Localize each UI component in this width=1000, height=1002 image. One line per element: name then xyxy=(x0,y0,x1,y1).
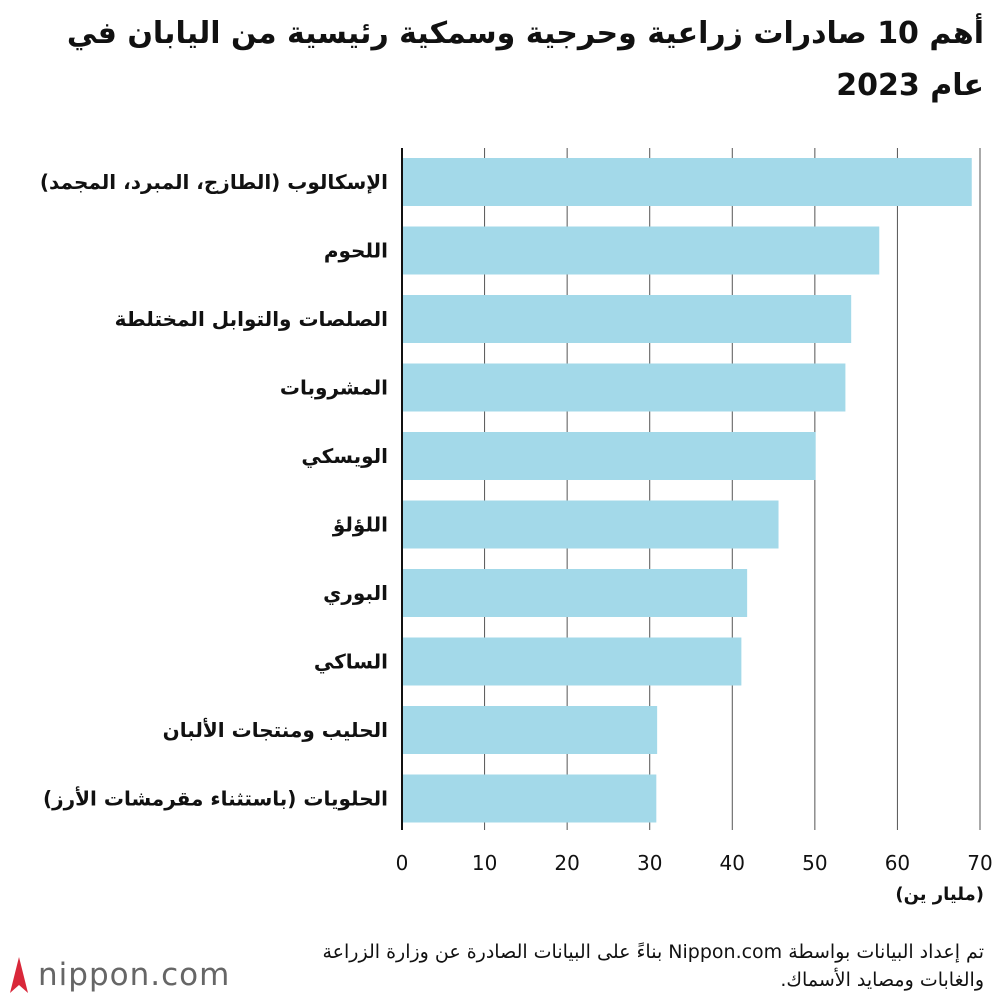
bar xyxy=(402,706,658,754)
category-label: الحلويات (باستثناء مقرمشات الأرز) xyxy=(43,786,388,811)
bar xyxy=(402,363,846,412)
x-tick-label: 70 xyxy=(967,851,992,875)
category-label: الصلصات والتوابل المختلطة xyxy=(115,307,388,331)
category-label: اللحوم xyxy=(324,239,388,263)
x-tick-label: 60 xyxy=(885,851,910,875)
source-note: تم إعداد البيانات بواسطة Nippon.com بناء… xyxy=(322,941,985,991)
category-label: الويسكي xyxy=(301,444,388,469)
bars xyxy=(402,158,972,823)
x-tick-label: 10 xyxy=(472,851,497,875)
bar xyxy=(402,295,852,343)
bar xyxy=(402,774,657,823)
category-label: الحليب ومنتجات الألبان xyxy=(163,717,388,742)
chart-title: أهم 10 صادرات زراعية وحرجية وسمكية رئيسي… xyxy=(66,16,984,103)
bar xyxy=(402,637,742,686)
category-labels: الإسكالوب (الطازج، المبرد، المجمد) اللحوم… xyxy=(40,170,388,811)
bar xyxy=(402,158,972,206)
x-tick-label: 20 xyxy=(554,851,579,875)
category-label: الساكي xyxy=(314,650,388,675)
bar xyxy=(402,226,880,275)
category-label: المشروبات xyxy=(280,376,388,400)
x-tick-label: 50 xyxy=(802,851,827,875)
nippon-logo-icon xyxy=(10,957,28,993)
bar xyxy=(402,500,779,549)
bar xyxy=(402,432,816,480)
x-tick-label: 30 xyxy=(637,851,662,875)
category-label: البوري xyxy=(323,581,388,606)
x-tick-label: 0 xyxy=(396,851,409,875)
nippon-logo: nippon.com xyxy=(8,955,230,995)
bar xyxy=(402,569,748,617)
unit-label: (مليار ين) xyxy=(895,884,984,905)
x-tick-label: 40 xyxy=(720,851,745,875)
category-label: اللؤلؤ xyxy=(332,513,388,537)
category-label: الإسكالوب (الطازج، المبرد، المجمد) xyxy=(40,170,388,194)
x-tick-labels: 0 10 20 30 40 50 60 70 xyxy=(396,851,993,875)
logo-text: nippon.com xyxy=(38,957,231,993)
